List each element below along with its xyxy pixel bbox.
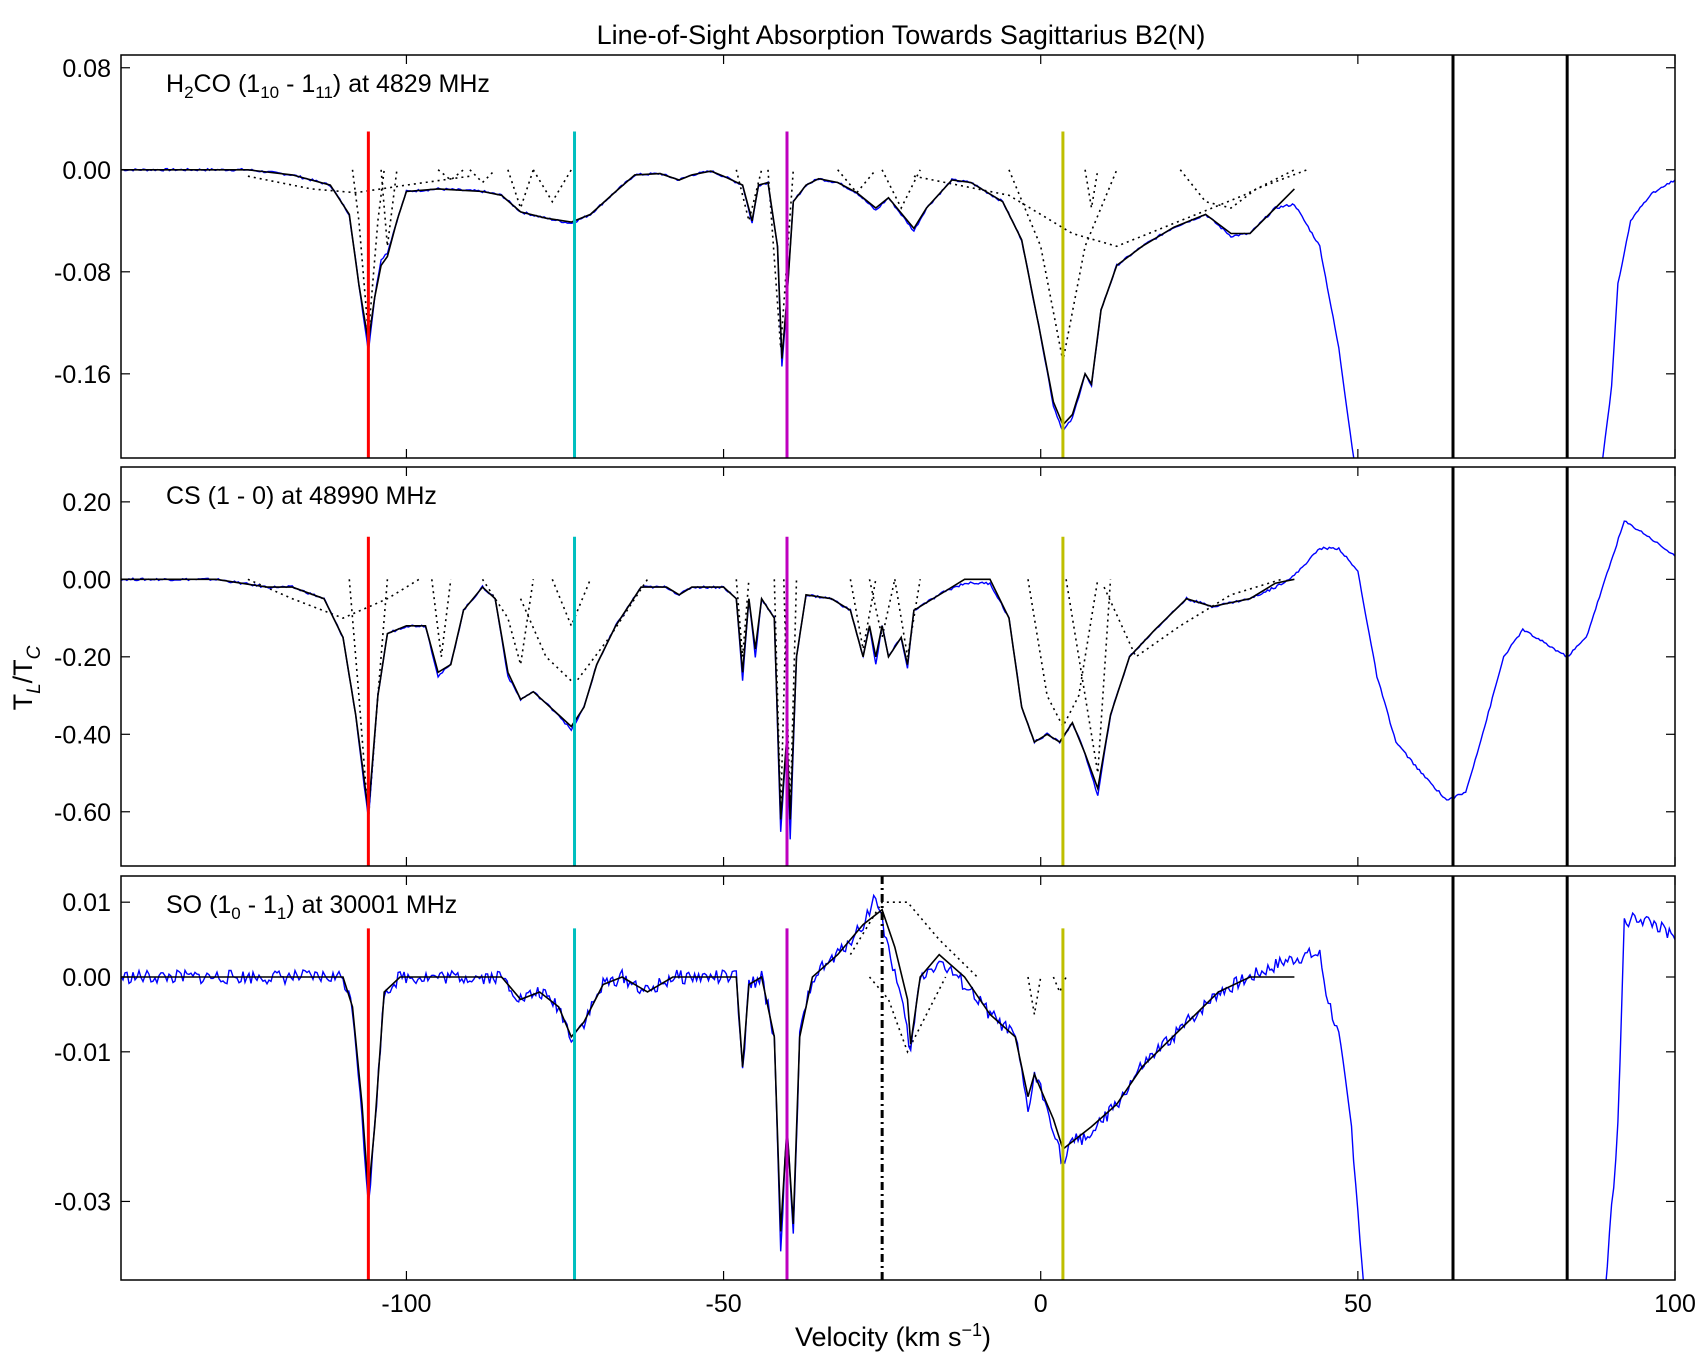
component-fit-line [881, 169, 921, 210]
panel-frame [120, 875, 1676, 1281]
panel-label-part: 2 [184, 83, 193, 102]
x-tick-label: -100 [381, 1290, 431, 1318]
component-fit-line [1027, 579, 1099, 729]
panel-label-part: CS (1 - 0) at 48990 MHz [166, 482, 437, 510]
component-fit-line [1103, 578, 1282, 659]
component-fit-line [532, 169, 572, 204]
component-fit-line [551, 578, 592, 628]
panel-label-part: ) at 30001 MHz [286, 891, 457, 919]
component-fit-line [431, 579, 452, 657]
panel-label-part: 1 [277, 904, 286, 923]
y-tick-label: -0.16 [54, 361, 111, 389]
component-fit-line [481, 578, 535, 665]
y-tick-label: -0.08 [54, 259, 111, 287]
plot-area [121, 55, 1675, 458]
y-tick-label: 0.01 [62, 889, 111, 917]
component-fit-line [1027, 976, 1042, 1015]
component-fit-line [735, 579, 750, 657]
panel-label-part: SO (1 [166, 891, 231, 919]
y-tick-label: -0.60 [54, 799, 111, 827]
component-fit-line [837, 169, 877, 194]
y-tick-label: -0.40 [54, 721, 111, 749]
y-tick-label: 0.20 [62, 489, 111, 517]
component-fit-line [913, 169, 1295, 248]
y-tick-label: 0.00 [62, 157, 111, 185]
x-axis-label: Velocity (km s−1) [795, 1320, 991, 1352]
y-tick-label: -0.01 [54, 1039, 111, 1067]
component-fit-line [894, 579, 921, 657]
component-fit-line [247, 578, 420, 619]
component-fit-line [1084, 169, 1099, 209]
spectrum-data-line [121, 520, 1675, 840]
panel-1: 0.08 0.00 -0.08 -0.16 H2CO (110 - 111) at 48… [54, 54, 1676, 459]
panel-label-part: 11 [315, 83, 333, 102]
total-fit-line [121, 908, 1295, 1232]
total-fit-line [121, 578, 1295, 820]
spectrum-data-line-right [1605, 911, 1675, 1280]
panel-label-part: H [166, 70, 184, 98]
panel-label: CS (1 - 0) at 48990 MHz [166, 482, 437, 510]
panel-frame [120, 54, 1676, 459]
x-tick-label: 0 [1034, 1290, 1048, 1318]
y-tick-label: -0.20 [54, 644, 111, 672]
x-tick-label: 100 [1654, 1290, 1696, 1318]
y-tick-label: 0.00 [62, 964, 111, 992]
chart-title: Line-of-Sight Absorption Towards Sagitta… [597, 20, 1206, 50]
panel-frame [120, 466, 1676, 867]
y-tick-label: -0.03 [54, 1188, 111, 1216]
plot-area [121, 467, 1675, 866]
component-fit-line [380, 169, 398, 247]
panel-label: SO (10 - 11) at 30001 MHz [166, 891, 457, 923]
panel-label-part: CO (1 [194, 70, 261, 98]
panel-label-part: - 1 [279, 70, 315, 98]
y-tick-label: 0.08 [62, 55, 111, 83]
spectrum-data-line [121, 893, 1364, 1280]
component-fit-line [507, 169, 535, 211]
panel-2: 0.20 0.00 -0.20 -0.40 -0.60 CS (1 - 0) at 489… [54, 466, 1676, 867]
component-fit-line [1179, 169, 1308, 209]
panel-label-part: 0 [231, 904, 240, 923]
spectrum-data-line [121, 167, 1355, 458]
panel-label-part: ) at 4829 MHz [333, 70, 490, 98]
component-fit-line [519, 578, 649, 686]
panel-label-part: 10 [260, 83, 279, 102]
y-axis-label: TL/TC [8, 645, 45, 710]
component-fit-line [247, 175, 471, 194]
total-fit-line [121, 169, 1295, 427]
component-fit-line [1065, 579, 1112, 774]
component-fit-line [469, 169, 496, 184]
spectrum-data-line-right [1602, 179, 1675, 458]
component-fit-line [868, 579, 896, 638]
x-tick-label: 50 [1344, 1290, 1372, 1318]
x-tick-label: -50 [706, 1290, 742, 1318]
panel-label: H2CO (110 - 111) at 4829 MHz [166, 70, 490, 102]
plot-area [121, 876, 1675, 1280]
panel-label-part: - 1 [241, 891, 277, 919]
y-tick-label: 0.00 [62, 566, 111, 594]
